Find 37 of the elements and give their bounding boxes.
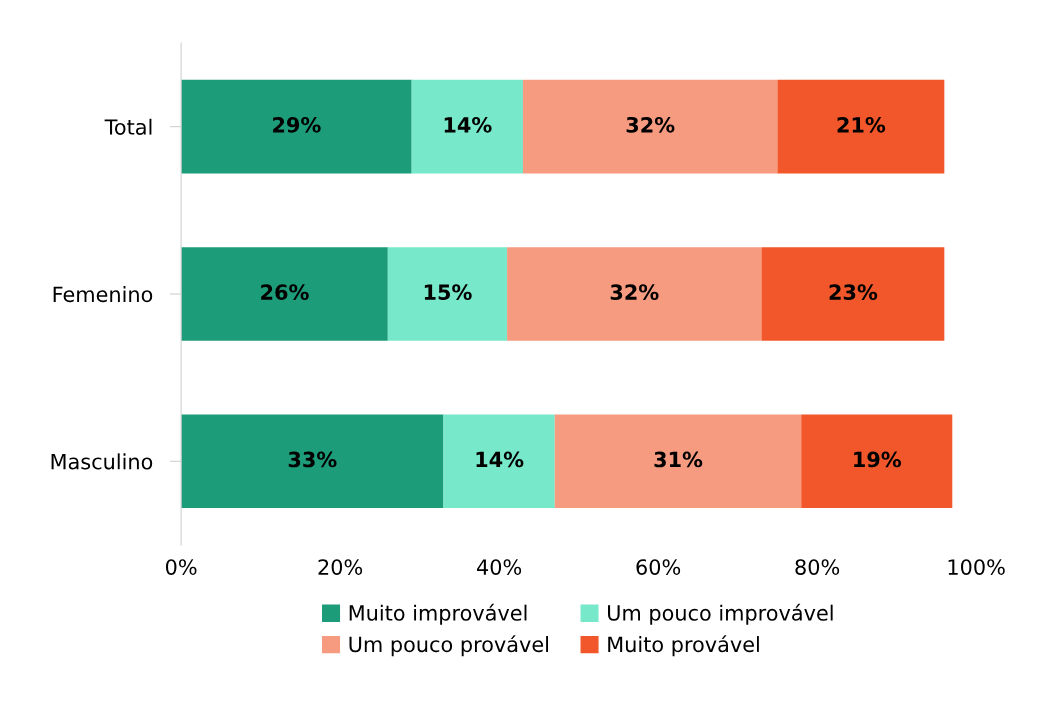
data-label: 29% [273,116,321,133]
legend-label: Muito provável [608,635,759,657]
legend-label: Um pouco provável [349,635,548,657]
bar [761,247,945,341]
data-label: 14% [444,116,492,133]
bar [411,79,523,174]
data-label: 14% [476,451,524,468]
bar [181,414,444,509]
data-label: 31% [654,451,703,468]
x-tick-label: 40% [476,559,522,575]
data-label: 21% [837,116,886,133]
data-label: 33% [288,451,337,468]
bar [443,414,555,509]
bar [387,247,508,341]
legend-label: Um pouco improvável [608,603,833,625]
data-label: 26% [261,284,309,301]
bar [554,414,802,509]
bar [522,79,778,174]
bar [181,79,412,174]
x-tick-label: 0% [165,559,197,575]
y-tick-label: Total [104,118,152,135]
y-tick-label: Femenino [53,286,153,303]
x-tick-label: 60% [636,559,681,575]
data-label: 32% [610,284,659,301]
data-label: 15% [424,284,472,301]
x-tick-label: 100% [948,559,1005,575]
bar [181,247,388,341]
data-label: 32% [626,116,675,133]
data-label: 23% [829,284,878,301]
bar [507,247,762,341]
legend-label: Muito improvável [349,603,527,625]
bar [777,79,945,174]
x-tick-label: 80% [795,559,840,575]
data-label: 19% [854,451,902,468]
bar [801,414,953,509]
x-tick-label: 20% [318,559,363,575]
y-tick-label: Masculino [51,453,153,470]
